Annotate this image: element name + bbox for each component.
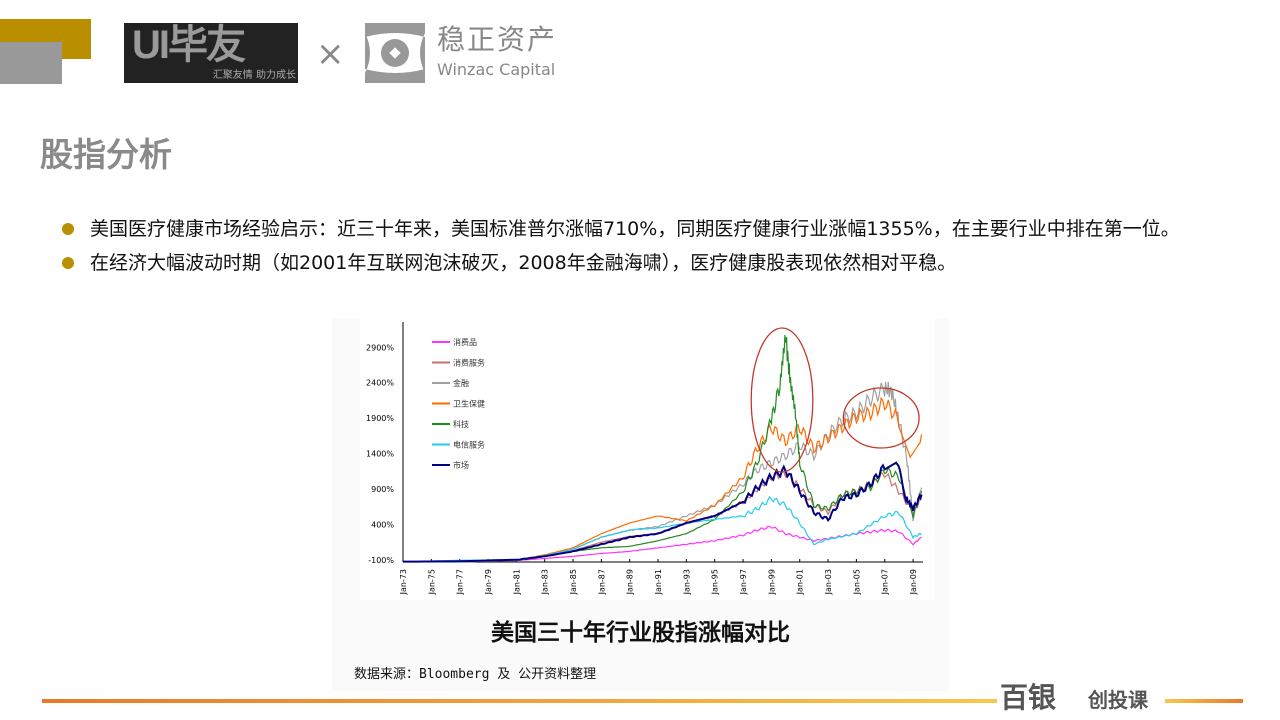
ui-biyou-logo: UI毕友 汇聚友情 助力成长 (124, 23, 298, 83)
x-tick-label: Jan-07 (881, 569, 890, 595)
partner-name-en: Winzac Capital (437, 60, 556, 79)
partner-name-cn: 稳正资产 (437, 23, 558, 56)
x-tick-label: Jan-01 (796, 569, 805, 595)
ui-logo-main: UI毕友 (132, 23, 246, 67)
series-line-5 (402, 495, 922, 563)
series-line-0 (402, 525, 922, 563)
legend-label: 消费品 (453, 337, 477, 347)
decor-grey-block (0, 42, 62, 84)
x-tick-label: Jan-81 (512, 569, 521, 595)
legend-label: 消费服务 (453, 358, 485, 368)
y-tick-label: 2900% (366, 343, 394, 352)
page-title: 股指分析 (40, 135, 172, 174)
bullet-item: 在经济大幅波动时期（如2001年互联网泡沫破灭，2008年金融海啸），医疗健康股… (60, 246, 1240, 280)
bullet-dot-icon (62, 223, 74, 235)
x-tick-label: Jan-97 (739, 569, 748, 595)
y-tick-label: 1400% (366, 450, 394, 459)
footer-brand: 百银 (1000, 681, 1057, 714)
chart-plot-background (360, 318, 935, 600)
chart-figure: -100% 400% 900% 1400% 1900% 2400% 2900% Jan-73 J… (332, 318, 949, 691)
y-tick-label: 1900% (366, 414, 394, 423)
x-tick-label: Jan-83 (541, 569, 550, 595)
y-tick-label: -100% (368, 556, 394, 565)
bullet-text: 美国医疗健康市场经验启示：近三十年来，美国标准普尔涨幅710%，同期医疗健康行业… (90, 218, 1180, 240)
chart-caption: 美国三十年行业股指涨幅对比 (491, 620, 790, 646)
annotation-ellipse (842, 387, 920, 449)
bullet-list: 美国医疗健康市场经验启示：近三十年来，美国标准普尔涨幅710%，同期医疗健康行业… (60, 212, 1240, 280)
x-tick-label: Jan-03 (824, 569, 833, 595)
x-tick-label: Jan-91 (654, 569, 663, 595)
x-tick-label: Jan-75 (427, 569, 436, 595)
chart-source: 数据来源：Bloomberg 及 公开资料整理 (354, 667, 597, 682)
legend-label: 电信服务 (453, 440, 485, 450)
footer-line-right (1165, 699, 1243, 703)
x-tick-label: Jan-89 (626, 569, 635, 595)
annotation-ellipse (750, 327, 814, 473)
legend-label: 金融 (453, 378, 469, 388)
x-tick-label: Jan-99 (767, 569, 776, 595)
collab-x: × (316, 34, 345, 74)
legend-label: 市场 (453, 460, 469, 470)
bullet-item: 美国医疗健康市场经验启示：近三十年来，美国标准普尔涨幅710%，同期医疗健康行业… (60, 212, 1240, 246)
footer-line (42, 699, 997, 703)
y-tick-label: 2400% (366, 379, 394, 388)
winzac-logo-icon (365, 23, 425, 83)
x-tick-label: Jan-79 (484, 569, 493, 595)
x-tick-label: Jan-85 (569, 569, 578, 595)
legend-label: 科技 (453, 419, 469, 429)
y-tick-label: 400% (371, 521, 394, 530)
x-tick-label: Jan-87 (597, 569, 606, 595)
x-tick-label: Jan-77 (456, 569, 465, 595)
series-line-3 (402, 396, 923, 563)
legend-label: 卫生保健 (453, 399, 485, 409)
x-tick-label: Jan-09 (909, 569, 918, 595)
x-tick-label: Jan-93 (682, 569, 691, 595)
ui-logo-tagline: 汇聚友情 助力成长 (212, 70, 296, 81)
x-tick-label: Jan-95 (711, 569, 720, 595)
x-tick-label: Jan-05 (852, 569, 861, 595)
y-tick-label: 900% (371, 485, 394, 494)
bullet-text: 在经济大幅波动时期（如2001年互联网泡沫破灭，2008年金融海啸），医疗健康股… (90, 252, 957, 274)
industry-index-chart: -100% 400% 900% 1400% 1900% 2400% 2900% Jan-73 J… (360, 318, 935, 600)
x-tick-label: Jan-73 (399, 569, 408, 595)
series-line-6 (403, 461, 923, 563)
bullet-dot-icon (62, 257, 74, 269)
footer-brand-sub: 创投课 (1088, 688, 1148, 712)
